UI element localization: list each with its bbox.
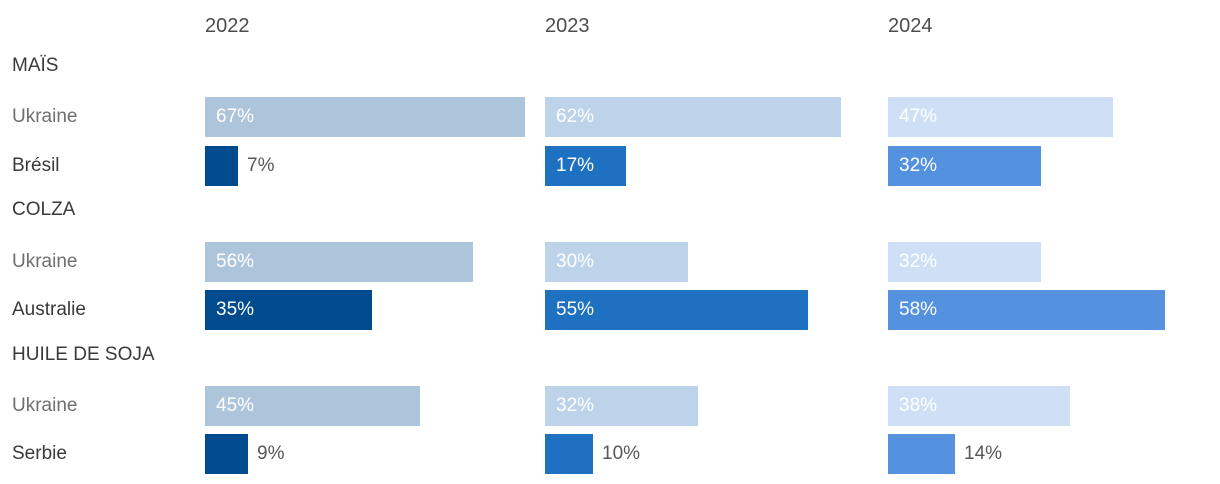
bar-segment [545,434,593,474]
bar-value-label: 45% [216,395,255,416]
bar-segment [888,386,1070,426]
bar-value-label: 56% [216,251,255,272]
bar-value-label: 7% [247,155,275,176]
bar-segment [205,146,238,186]
bar-segment [545,97,841,137]
bar-value-label: 62% [556,106,595,127]
bar-segment [545,242,688,282]
bar-segment [888,290,1165,330]
bar-value-label: 32% [556,395,595,416]
bar-segment [545,290,808,330]
bar-value-label: 58% [899,299,938,320]
bar-value-label: 35% [216,299,255,320]
bar-value-label: 55% [556,299,595,320]
bar-segment [205,290,372,330]
year-header-2024: 2024 [888,15,933,37]
row-label: Ukraine [12,395,78,416]
year-header-2022: 2022 [205,15,250,37]
bar-value-label: 30% [556,251,595,272]
bar-segment [205,97,525,137]
section-title: COLZA [12,199,76,220]
bar-segment [888,97,1113,137]
bar-value-label: 47% [899,106,938,127]
bar-segment [205,434,248,474]
row-label: Ukraine [12,106,78,127]
bar-segment [545,386,698,426]
bar-value-label: 17% [556,155,595,176]
bar-segment [545,146,626,186]
row-label: Serbie [12,443,67,464]
bar-segment [888,146,1041,186]
row-label: Ukraine [12,251,78,272]
bar-value-label: 14% [964,443,1003,464]
section-title: HUILE DE SOJA [12,344,155,365]
year-header-2023: 2023 [545,15,590,37]
bar-value-label: 32% [899,251,938,272]
bar-value-label: 9% [257,443,285,464]
row-label: Australie [12,299,86,320]
row-label: Brésil [12,155,60,176]
bar-value-label: 32% [899,155,938,176]
bar-segment [205,242,473,282]
bar-segment [888,434,955,474]
section-title: MAÏS [12,55,59,76]
bar-value-label: 10% [602,443,641,464]
bar-value-label: 38% [899,395,938,416]
bar-value-label: 67% [216,106,255,127]
bar-segment [205,386,420,426]
bar-segment [888,242,1041,282]
